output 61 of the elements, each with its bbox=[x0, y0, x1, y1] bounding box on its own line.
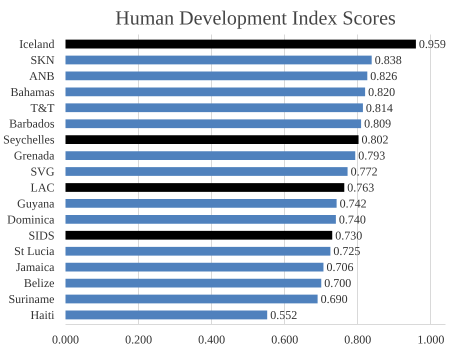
bar bbox=[66, 167, 348, 176]
bar bbox=[66, 278, 322, 288]
y-tick-label: ANB bbox=[29, 68, 55, 83]
bar bbox=[66, 87, 366, 96]
data-label: 0.772 bbox=[350, 164, 378, 179]
y-tick-label: SIDS bbox=[28, 228, 55, 242]
y-tick-label: Haiti bbox=[30, 308, 56, 322]
y-tick-label: Suriname bbox=[8, 292, 55, 306]
bar bbox=[66, 40, 416, 48]
data-label: 0.814 bbox=[366, 100, 393, 115]
y-tick-label: T&T bbox=[30, 100, 56, 115]
bar bbox=[66, 310, 268, 320]
bar bbox=[66, 183, 344, 192]
y-tick-label: Belize bbox=[24, 276, 55, 290]
bar bbox=[66, 230, 332, 240]
data-label: 0.793 bbox=[358, 148, 386, 163]
y-tick-label: LAC bbox=[30, 180, 54, 194]
y-tick-label: St Lucia bbox=[14, 244, 56, 258]
bar bbox=[66, 103, 363, 112]
x-tick-label: 1.000 bbox=[417, 332, 444, 346]
x-tick-label: 0.400 bbox=[198, 332, 226, 346]
y-tick-label: SVG bbox=[30, 164, 55, 179]
bar bbox=[66, 246, 330, 256]
bar bbox=[66, 214, 336, 224]
bar bbox=[66, 135, 359, 144]
y-tick-label: Jamaica bbox=[16, 260, 56, 274]
bar bbox=[66, 294, 318, 304]
x-tick-label: 0.800 bbox=[344, 332, 372, 346]
y-tick-label: Seychelles bbox=[3, 132, 55, 147]
data-label: 0.725 bbox=[333, 244, 360, 258]
bar bbox=[66, 262, 324, 272]
data-label: 0.820 bbox=[368, 84, 396, 99]
y-tick-label: Grenada bbox=[14, 148, 56, 163]
y-tick-label: Iceland bbox=[19, 37, 55, 52]
bar bbox=[66, 199, 337, 208]
data-label: 0.730 bbox=[335, 228, 362, 242]
data-label: 0.552 bbox=[270, 308, 298, 322]
y-tick-label: Bahamas bbox=[10, 84, 55, 99]
bar bbox=[66, 151, 356, 160]
y-tick-label: Guyana bbox=[17, 196, 56, 210]
y-tick-label: Barbados bbox=[9, 116, 55, 131]
data-label: 0.809 bbox=[364, 116, 392, 131]
data-label: 0.706 bbox=[326, 260, 354, 274]
data-label: 0.763 bbox=[347, 180, 374, 194]
x-tick-label: 0.000 bbox=[52, 332, 79, 346]
data-label: 0.802 bbox=[362, 132, 389, 147]
y-tick-label: SKN bbox=[30, 52, 55, 67]
y-tick-label: Dominica bbox=[7, 212, 56, 226]
data-label: 0.959 bbox=[418, 37, 446, 52]
data-label: 0.700 bbox=[324, 276, 352, 290]
data-label: 0.742 bbox=[340, 196, 367, 210]
chart-title: Human Development Index Scores bbox=[115, 8, 396, 30]
x-tick-label: 0.600 bbox=[271, 332, 298, 346]
bar bbox=[66, 119, 362, 128]
x-tick-label: 0.200 bbox=[125, 332, 152, 346]
data-label: 0.740 bbox=[338, 212, 366, 226]
bar bbox=[66, 56, 372, 64]
data-label: 0.838 bbox=[374, 52, 402, 67]
bar bbox=[66, 72, 368, 80]
data-label: 0.826 bbox=[370, 68, 398, 83]
data-label: 0.690 bbox=[320, 292, 348, 306]
